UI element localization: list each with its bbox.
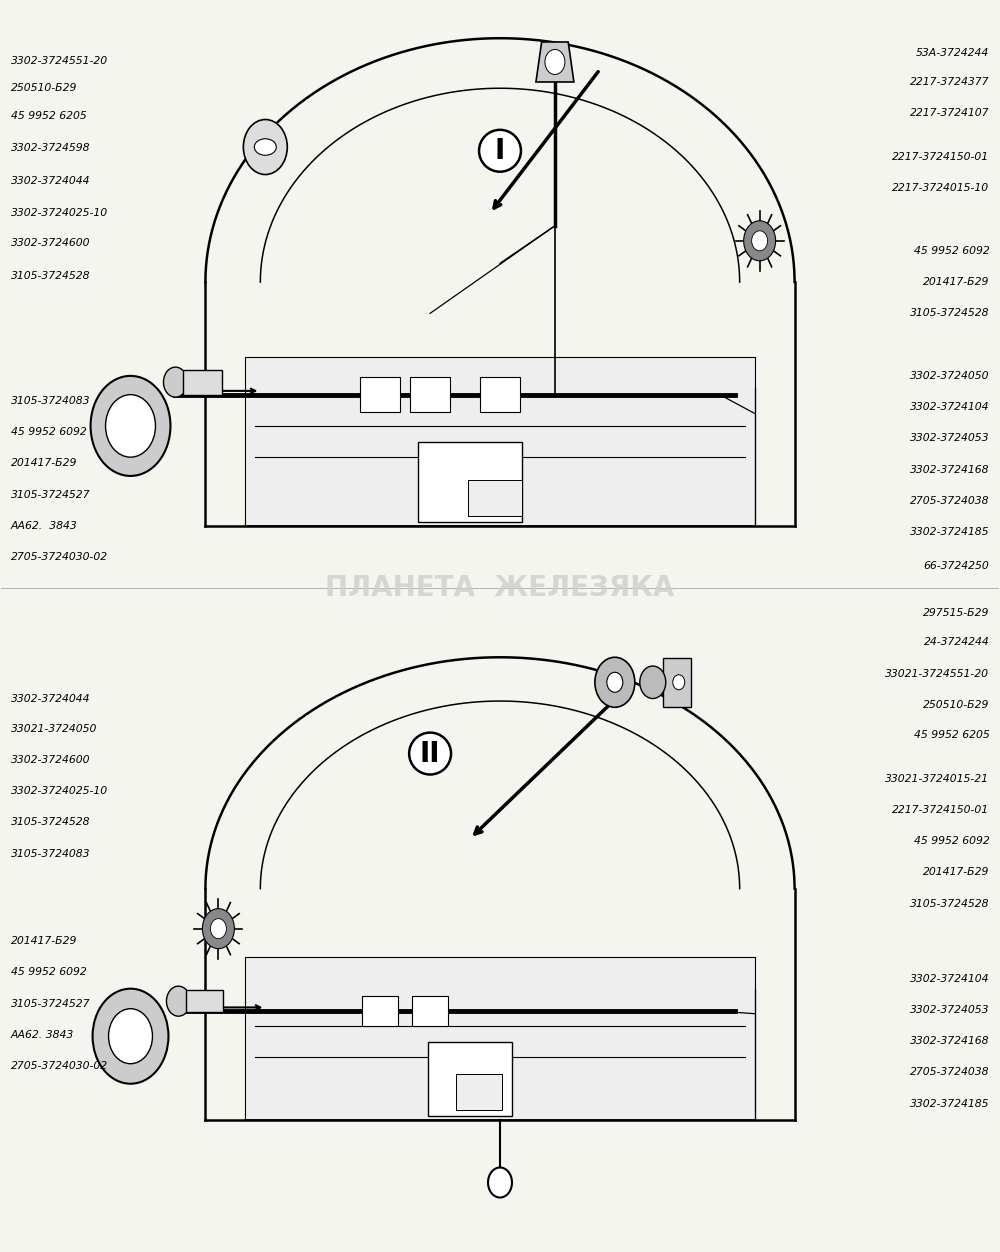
Circle shape	[202, 909, 234, 949]
Text: I: I	[495, 136, 505, 165]
Text: 3302-3724044: 3302-3724044	[11, 694, 90, 704]
Circle shape	[673, 675, 685, 690]
Circle shape	[109, 1009, 152, 1064]
Text: 3105-3724528: 3105-3724528	[11, 270, 90, 280]
Text: 3302-3724600: 3302-3724600	[11, 238, 90, 248]
Text: 3302-3724025-10: 3302-3724025-10	[11, 208, 108, 218]
Text: 297515-Б29: 297515-Б29	[923, 608, 989, 618]
Text: 3302-3724044: 3302-3724044	[11, 175, 90, 185]
Circle shape	[488, 1168, 512, 1197]
Text: 3302-3724104: 3302-3724104	[910, 402, 989, 412]
Text: 3105-3724527: 3105-3724527	[11, 999, 90, 1009]
Text: 201417-Б29: 201417-Б29	[11, 458, 77, 468]
Circle shape	[106, 394, 155, 457]
Ellipse shape	[254, 139, 276, 155]
Text: 53А-3724244: 53А-3724244	[916, 49, 989, 59]
Circle shape	[744, 220, 776, 260]
Text: 3105-3724083: 3105-3724083	[11, 849, 90, 859]
Circle shape	[640, 666, 666, 699]
Polygon shape	[536, 43, 574, 81]
Text: 45 9952 6092: 45 9952 6092	[914, 836, 989, 846]
Circle shape	[163, 367, 187, 397]
Text: АА62.  3843: АА62. 3843	[11, 521, 77, 531]
FancyBboxPatch shape	[480, 377, 520, 412]
FancyBboxPatch shape	[186, 990, 223, 1013]
Text: 2217-3724150-01: 2217-3724150-01	[892, 805, 989, 815]
FancyBboxPatch shape	[245, 357, 755, 526]
Text: 45 9952 6092: 45 9952 6092	[914, 245, 989, 255]
Text: 201417-Б29: 201417-Б29	[11, 936, 77, 947]
FancyBboxPatch shape	[456, 1074, 502, 1111]
Text: 3302-3724168: 3302-3724168	[910, 464, 989, 475]
Text: 3302-3724025-10: 3302-3724025-10	[11, 786, 108, 796]
Text: 3302-3724053: 3302-3724053	[910, 433, 989, 443]
Text: 3105-3724528: 3105-3724528	[11, 818, 90, 828]
Text: 3105-3724528: 3105-3724528	[910, 899, 989, 909]
Circle shape	[595, 657, 635, 707]
Text: 2217-3724150-01: 2217-3724150-01	[892, 151, 989, 162]
Text: 2217-3724377: 2217-3724377	[910, 76, 989, 86]
Circle shape	[545, 50, 565, 74]
Text: 3302-3724551-20: 3302-3724551-20	[11, 56, 108, 65]
Text: 3302-3724050: 3302-3724050	[910, 371, 989, 381]
Text: 24-3724244: 24-3724244	[924, 637, 989, 647]
Circle shape	[607, 672, 623, 692]
Text: 3302-3724185: 3302-3724185	[910, 1099, 989, 1109]
Text: 3302-3724598: 3302-3724598	[11, 143, 90, 153]
FancyBboxPatch shape	[428, 1043, 512, 1117]
Text: 45 9952 6092: 45 9952 6092	[11, 968, 86, 978]
Circle shape	[752, 230, 768, 250]
Text: 3105-3724527: 3105-3724527	[11, 490, 90, 500]
FancyBboxPatch shape	[362, 997, 398, 1027]
Text: 201417-Б29: 201417-Б29	[923, 277, 989, 287]
Text: 2705-3724038: 2705-3724038	[910, 496, 989, 506]
Text: 3302-3724053: 3302-3724053	[910, 1005, 989, 1015]
Text: 33021-3724015-21: 33021-3724015-21	[885, 774, 989, 784]
Text: 3105-3724083: 3105-3724083	[11, 396, 90, 406]
Text: 45 9952 6205: 45 9952 6205	[11, 110, 86, 120]
Text: 3302-3724104: 3302-3724104	[910, 974, 989, 984]
Text: 201417-Б29: 201417-Б29	[923, 868, 989, 878]
FancyBboxPatch shape	[183, 369, 222, 394]
Text: 33021-3724551-20: 33021-3724551-20	[885, 669, 989, 679]
Text: II: II	[420, 740, 440, 767]
FancyBboxPatch shape	[245, 958, 755, 1121]
Text: 2217-3724015-10: 2217-3724015-10	[892, 183, 989, 193]
Text: 3105-3724528: 3105-3724528	[910, 308, 989, 318]
FancyBboxPatch shape	[410, 377, 450, 412]
Text: ПЛАНЕТА  ЖЕЛЕЗЯКА: ПЛАНЕТА ЖЕЛЕЗЯКА	[325, 575, 675, 602]
Text: 3302-3724600: 3302-3724600	[11, 755, 90, 765]
Text: 45 9952 6092: 45 9952 6092	[11, 427, 86, 437]
FancyBboxPatch shape	[468, 480, 522, 516]
FancyBboxPatch shape	[663, 657, 691, 706]
Text: 2705-3724038: 2705-3724038	[910, 1068, 989, 1078]
Text: 2217-3724107: 2217-3724107	[910, 108, 989, 118]
Circle shape	[91, 376, 170, 476]
Text: 250510-Б29: 250510-Б29	[923, 700, 989, 710]
Circle shape	[210, 919, 226, 939]
Text: 33021-3724050: 33021-3724050	[11, 724, 97, 734]
Text: 2705-3724030-02: 2705-3724030-02	[11, 552, 108, 562]
Circle shape	[243, 119, 287, 174]
FancyBboxPatch shape	[412, 997, 448, 1027]
Text: 45 9952 6205: 45 9952 6205	[914, 730, 989, 740]
FancyBboxPatch shape	[418, 442, 522, 522]
Text: АА62. 3843: АА62. 3843	[11, 1030, 74, 1040]
Text: 250510-Б29: 250510-Б29	[11, 83, 77, 93]
Text: 3302-3724168: 3302-3724168	[910, 1037, 989, 1047]
Text: 2705-3724030-02: 2705-3724030-02	[11, 1062, 108, 1072]
Circle shape	[93, 989, 168, 1084]
Circle shape	[166, 987, 190, 1017]
Text: 3302-3724185: 3302-3724185	[910, 527, 989, 537]
Text: 66-3724250: 66-3724250	[924, 561, 989, 571]
FancyBboxPatch shape	[360, 377, 400, 412]
